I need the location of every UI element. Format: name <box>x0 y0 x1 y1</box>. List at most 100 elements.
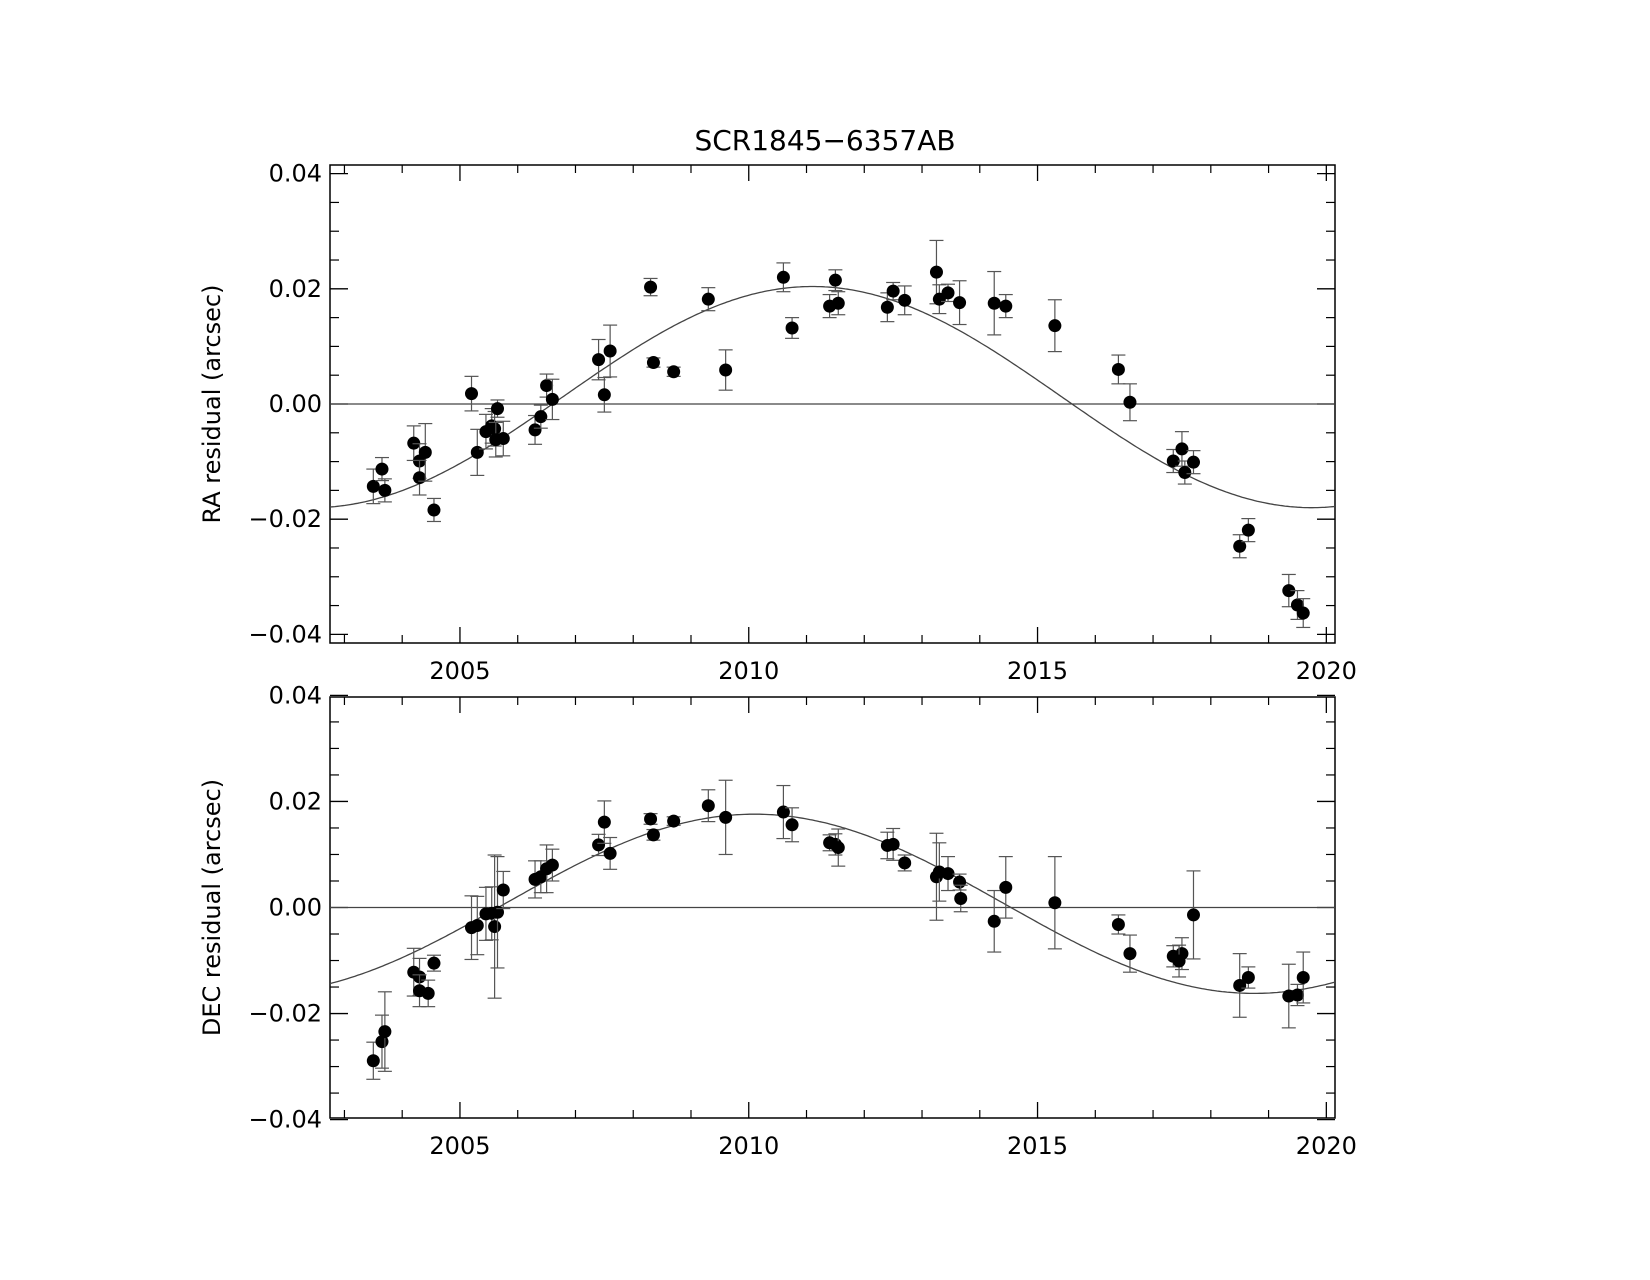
data-point <box>785 818 799 832</box>
x-tick-label: 2010 <box>718 1132 779 1160</box>
y-axis-label: RA residual (arcsec) <box>198 285 226 524</box>
panel-dec: 2005 2010 2015 2020 0.04 0.02 0.00 −0.02 −0.04 DE… <box>198 681 1357 1160</box>
data-point <box>828 273 842 287</box>
data-point <box>470 919 484 933</box>
data-point <box>701 292 715 306</box>
y-axis-label: DEC residual (arcsec) <box>198 779 226 1036</box>
data-point <box>701 799 715 813</box>
data-point <box>597 815 611 829</box>
data-point <box>667 365 681 379</box>
y-tick-label: 0.00 <box>269 390 322 418</box>
panel-ra: 2005 2010 2015 2020 0.04 0.02 0.00 −0.02 −0.04 RA… <box>198 160 1357 685</box>
data-point <box>999 299 1013 313</box>
data-point <box>427 503 441 517</box>
data-point <box>491 905 504 919</box>
data-point <box>366 479 380 493</box>
y-tick-label: 0.04 <box>269 681 322 709</box>
y-tick-label: −0.04 <box>248 620 322 648</box>
data-point <box>1111 362 1125 376</box>
data-point <box>1048 896 1062 910</box>
data-point <box>491 402 504 416</box>
data-point <box>1172 954 1186 968</box>
data-point <box>1241 523 1255 537</box>
data-point <box>496 883 510 897</box>
data-point <box>776 270 790 284</box>
data-point <box>886 837 900 851</box>
data-point <box>719 810 733 824</box>
data-point <box>378 483 392 497</box>
data-point <box>646 828 660 842</box>
data-point <box>941 867 955 881</box>
data-point <box>898 293 912 307</box>
y-tick-label: 0.02 <box>269 787 322 815</box>
data-point <box>540 379 554 393</box>
data-point <box>418 445 432 459</box>
data-point <box>646 356 660 370</box>
data-point <box>831 296 845 310</box>
data-point <box>954 891 968 905</box>
data-point <box>987 914 1001 928</box>
data-point <box>1123 395 1137 409</box>
y-tick-label: 0.00 <box>269 894 322 922</box>
data-point <box>644 280 658 294</box>
data-point <box>534 410 548 424</box>
data-point <box>1048 319 1062 333</box>
data-point <box>470 445 484 459</box>
y-tick-label: −0.02 <box>248 1000 322 1028</box>
data-point <box>953 875 967 889</box>
data-point <box>1290 988 1304 1002</box>
data-point <box>831 841 845 855</box>
data-point <box>413 471 427 485</box>
data-point <box>488 422 502 436</box>
data-point <box>545 858 559 872</box>
y-tick-label: −0.02 <box>248 505 322 533</box>
data-point <box>999 880 1013 894</box>
data-point <box>592 838 606 852</box>
data-point <box>987 296 1001 310</box>
data-point <box>776 805 790 819</box>
data-point <box>880 300 894 314</box>
data-point <box>1296 606 1310 620</box>
data-point <box>1175 442 1189 456</box>
data-point <box>667 814 681 828</box>
data-point <box>427 956 441 970</box>
data-point <box>719 363 733 377</box>
data-point <box>1166 454 1180 468</box>
data-point <box>592 353 606 367</box>
x-tick-label: 2015 <box>1007 1132 1068 1160</box>
x-tick-label: 2010 <box>718 657 779 685</box>
data-point <box>1178 466 1192 480</box>
data-point <box>929 265 943 279</box>
y-tick-label: 0.04 <box>269 160 322 188</box>
data-point <box>421 986 435 1000</box>
data-point <box>1282 584 1296 598</box>
data-point <box>597 388 611 402</box>
data-point <box>603 846 617 860</box>
data-point <box>941 286 955 300</box>
data-point <box>366 1054 380 1068</box>
data-point <box>1241 970 1255 984</box>
data-point <box>898 856 912 870</box>
data-point <box>528 423 542 437</box>
x-tick-label: 2015 <box>1007 657 1068 685</box>
data-point <box>644 812 658 826</box>
data-point <box>1186 908 1200 922</box>
x-tick-label: 2020 <box>1296 657 1357 685</box>
data-point <box>1186 455 1200 469</box>
data-point <box>785 321 799 335</box>
x-tick-label: 2005 <box>429 657 490 685</box>
data-point <box>953 296 967 310</box>
data-point <box>1123 947 1137 961</box>
x-tick-label: 2005 <box>429 1132 490 1160</box>
data-point <box>378 1025 392 1039</box>
data-point <box>1233 539 1247 553</box>
data-point <box>545 392 559 406</box>
y-tick-label: −0.04 <box>248 1106 322 1134</box>
data-point <box>603 344 617 358</box>
data-point <box>1111 917 1125 931</box>
data-point <box>465 387 479 401</box>
data-point <box>886 284 900 298</box>
chart-title: SCR1845−6357AB <box>694 124 955 157</box>
